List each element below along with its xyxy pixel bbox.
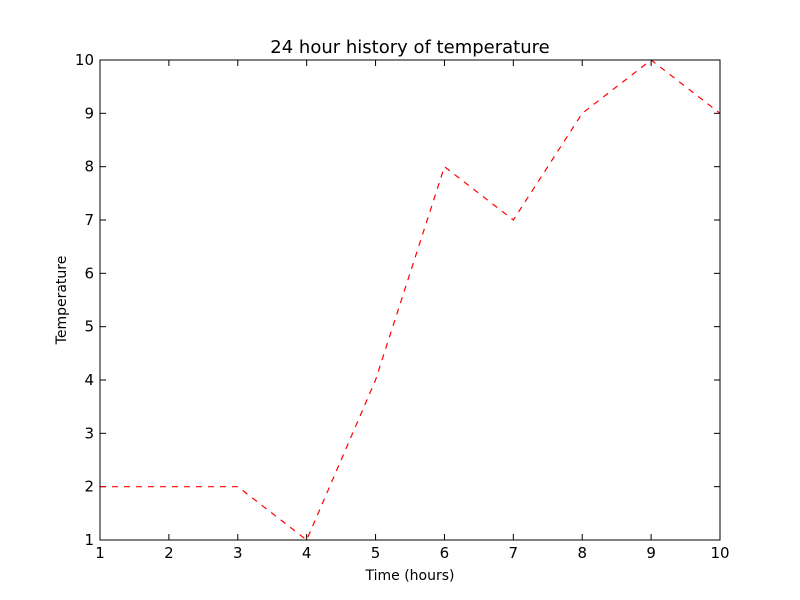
y-axis-ticks: 1 2 3 4 5 6 7 8 9 10 <box>75 51 720 549</box>
y-tick-label: 5 <box>84 318 94 336</box>
x-tick-label: 1 <box>95 544 105 562</box>
y-tick-label: 3 <box>84 424 94 442</box>
x-tick-label: 2 <box>164 544 174 562</box>
y-tick-label: 4 <box>84 371 94 389</box>
plot-area-frame <box>99 59 721 541</box>
x-tick-label: 10 <box>710 544 729 562</box>
chart-title: 24 hour history of temperature <box>270 37 549 58</box>
x-tick-label: 7 <box>509 544 519 562</box>
x-tick-label: 4 <box>302 544 312 562</box>
temperature-series-line <box>100 59 721 541</box>
y-tick-label: 1 <box>84 531 94 549</box>
x-tick-label: 5 <box>371 544 381 562</box>
x-tick-label: 8 <box>577 544 587 562</box>
y-tick-label: 8 <box>84 158 94 176</box>
x-tick-label: 6 <box>440 544 450 562</box>
x-tick-label: 9 <box>646 544 656 562</box>
y-tick-label: 2 <box>84 478 94 496</box>
series-layer <box>100 59 721 541</box>
y-tick-label: 10 <box>75 51 94 69</box>
y-tick-label: 9 <box>84 104 94 122</box>
x-tick-label: 3 <box>233 544 243 562</box>
y-tick-label: 6 <box>84 264 94 282</box>
y-axis-label: Temperature <box>54 256 70 346</box>
x-axis-label: Time (hours) <box>365 568 455 584</box>
y-tick-label: 7 <box>84 211 94 229</box>
